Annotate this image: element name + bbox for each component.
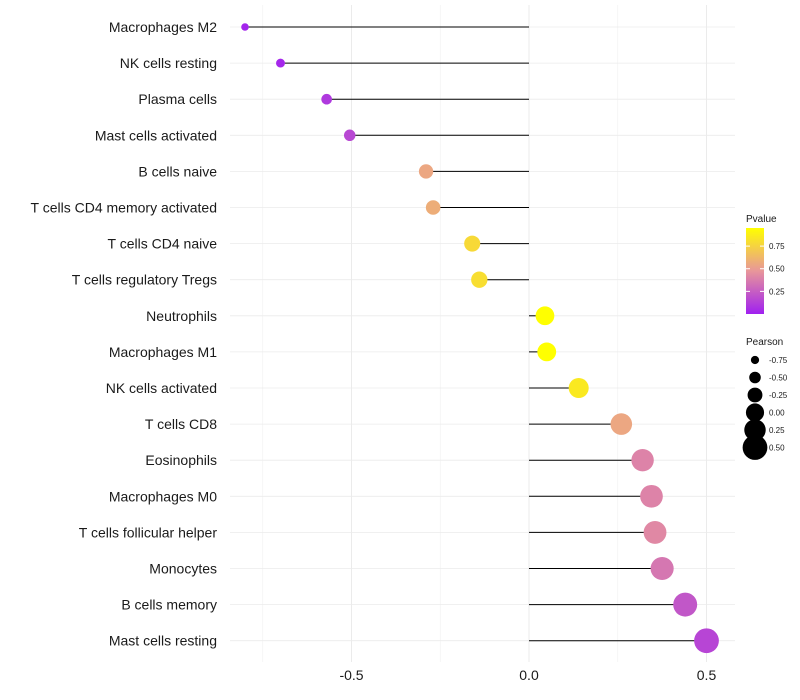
pvalue-colorbar [746,228,764,314]
pvalue-legend-ticks: 0.25 0.50 0.75 [746,242,785,296]
category-label: Mast cells resting [109,633,217,649]
category-label: Mast cells activated [95,127,217,143]
lollipop-point [631,449,654,472]
size-legend-key [742,435,768,460]
category-label: Eosinophils [145,452,217,468]
colorbar-tick-label: 0.75 [769,242,785,251]
category-label: B cells memory [121,597,217,613]
category-label: Macrophages M0 [109,488,217,504]
category-label: B cells naive [138,163,217,179]
size-legend-label: -0.50 [769,374,788,383]
lollipop-point [471,271,488,288]
category-label: T cells follicular helper [79,524,218,540]
colorbar-tick-label: 0.50 [769,265,785,274]
lollipop-point [610,413,633,435]
lollipop-point [650,556,674,581]
lollipop-point [343,129,356,142]
lollipop-point [537,342,557,362]
category-label: T cells regulatory Tregs [72,272,217,288]
lollipop-point [425,200,441,215]
lollipop-point [694,628,719,654]
points [241,23,719,654]
colorbar-tick-label: 0.25 [769,287,785,296]
pearson-size-legend: -0.75 -0.50 -0.25 0.00 0.25 0.50 [742,355,788,460]
category-label: Neutrophils [146,308,217,324]
category-label: Macrophages M2 [109,19,217,35]
category-labels: Macrophages M2 NK cells resting Plasma cel… [31,19,218,649]
lollipop-point [673,592,698,617]
lollipop-point [418,164,434,179]
lollipop-point [643,520,667,544]
category-label: Macrophages M1 [109,344,217,360]
category-label: T cells CD8 [145,416,217,432]
category-label: Plasma cells [138,91,217,107]
size-legend-label: -0.25 [769,391,788,400]
size-legend-key [750,355,760,365]
category-label: Monocytes [149,561,217,577]
x-tick-label: -0.5 [339,667,363,683]
x-tick-label: 0.5 [697,667,717,683]
size-legend-label: 0.00 [769,409,785,418]
category-label: NK cells resting [120,55,217,71]
category-label: NK cells activated [106,380,217,396]
size-legend-key [744,419,766,441]
size-legend-label: 0.50 [769,444,785,453]
size-legend-label: 0.25 [769,426,785,435]
size-legend-key [747,387,763,403]
size-legend-key [749,371,761,384]
pearson-legend-title: Pearson [746,337,783,348]
lollipop-point [464,235,481,252]
lollipop-point [321,93,332,105]
size-legend-label: -0.75 [769,356,788,365]
lollipop-point [276,58,285,68]
legends: Pvalue 0.250.500.75 Pearson -0.75-0.50-0… [742,214,788,460]
lollipop-point [535,306,555,326]
x-axis-ticks: -0.5 0.0 0.5 [339,667,716,683]
lollipop-point [640,484,663,508]
lollipop-point [568,377,589,399]
category-label: T cells CD4 naive [108,236,218,252]
lollipop-point [241,23,249,31]
category-label: T cells CD4 memory activated [31,200,217,216]
pvalue-legend-title: Pvalue [746,214,777,225]
size-legend-key [745,403,765,422]
stems [245,26,707,642]
x-tick-label: 0.0 [519,667,539,683]
